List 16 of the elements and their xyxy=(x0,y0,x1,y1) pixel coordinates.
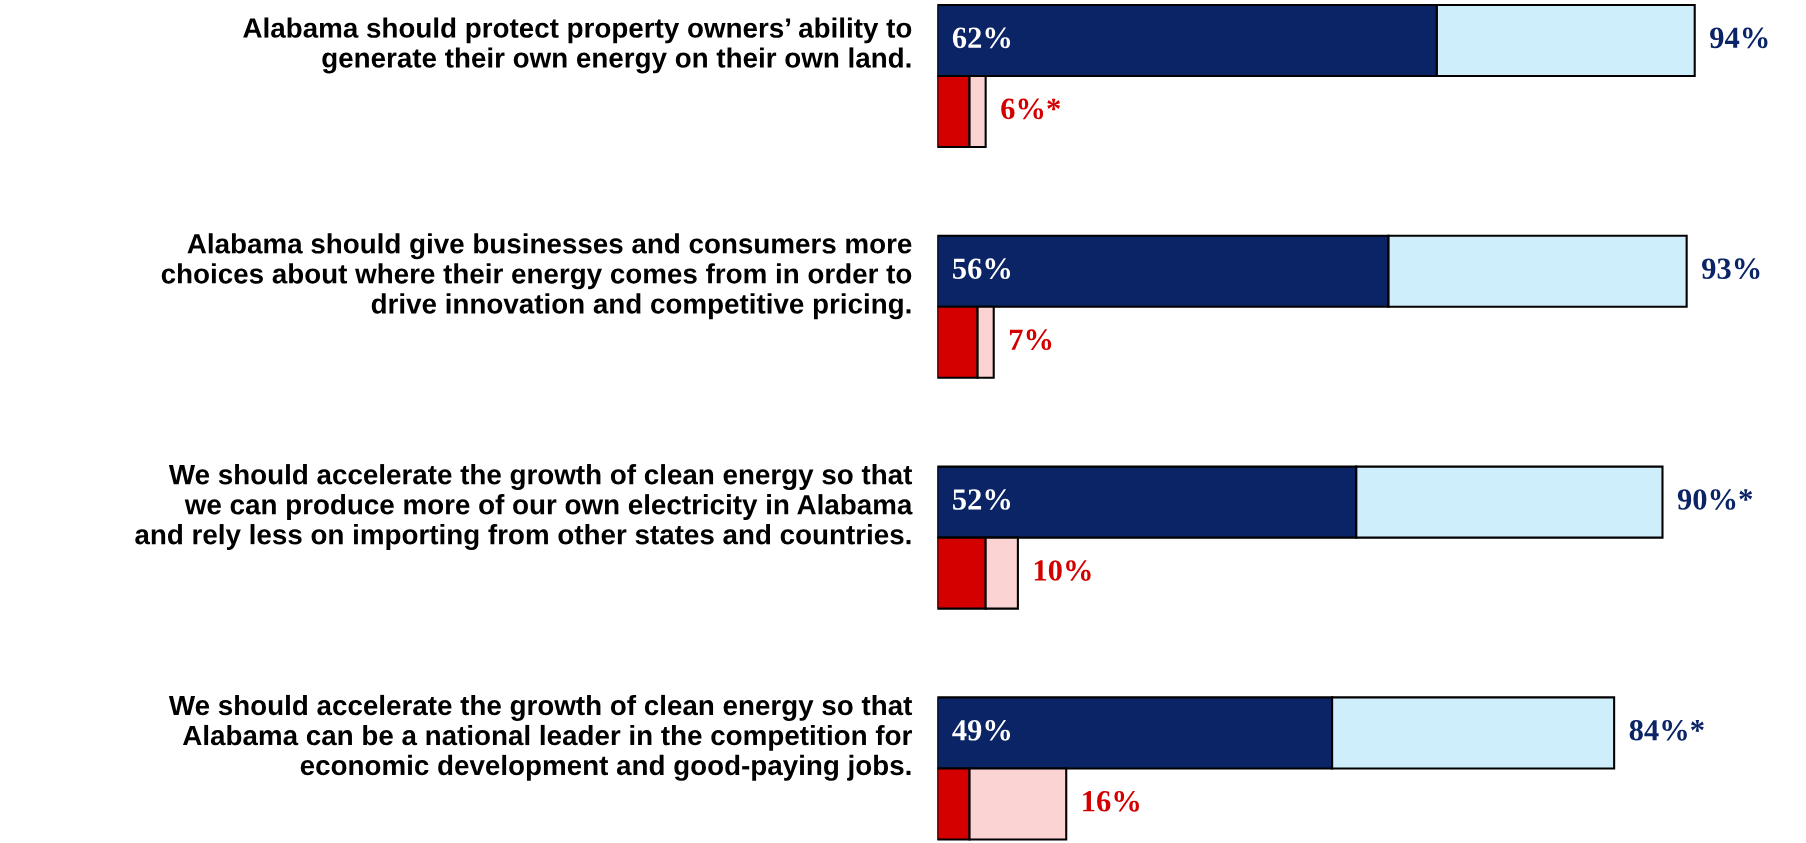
data-label: 49% xyxy=(952,719,1011,741)
y-tick-label: Alabama should protect property owners’ ability to generate their own energy on their own land. xyxy=(243,17,912,74)
total-label: 84%* xyxy=(1629,719,1704,741)
total-label: 10% xyxy=(1034,560,1091,581)
y-tick-label: Alabama should give businesses and consumers more choices about where their energy comes from in order to drive innovation and competitive pricing. xyxy=(161,233,912,320)
data-label: 62% xyxy=(952,27,1011,49)
total-label: 7% xyxy=(1009,329,1052,351)
data-label: 52% xyxy=(953,489,1011,510)
y-tick-label: We should accelerate the growth of clean energy so that we can produce more of our own electricity in Alabama and rely less on importing from other states and countries. xyxy=(135,464,913,551)
y-tick-label: We should accelerate the growth of clean energy so that Alabama can be a national leader in the competition for economic development and good-paying jobs. xyxy=(168,694,913,781)
data-label: 56% xyxy=(953,258,1011,280)
total-label: 94% xyxy=(1710,27,1768,49)
total-label: 90%* xyxy=(1677,489,1753,510)
total-label: 16% xyxy=(1083,790,1139,812)
total-label: 6%* xyxy=(1001,98,1060,120)
total-label: 93% xyxy=(1702,258,1760,280)
